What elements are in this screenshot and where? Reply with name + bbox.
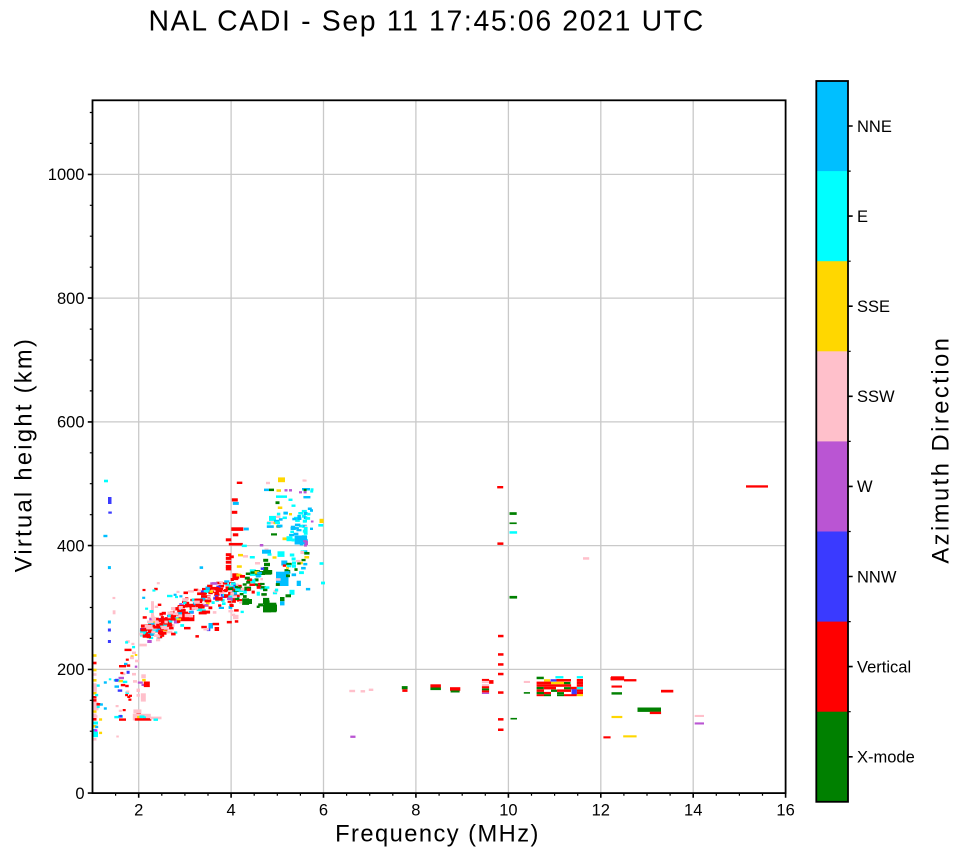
svg-text:NNE: NNE [857,118,892,136]
svg-text:14: 14 [684,802,702,820]
svg-text:4: 4 [227,802,236,820]
svg-text:1000: 1000 [48,166,85,184]
svg-text:10: 10 [499,802,517,820]
svg-text:6: 6 [319,802,328,820]
svg-text:12: 12 [592,802,610,820]
svg-text:X-mode: X-mode [857,749,915,767]
svg-text:SSE: SSE [857,298,890,316]
svg-text:Azimuth Direction: Azimuth Direction [929,336,955,564]
svg-text:0: 0 [75,785,84,803]
svg-text:2: 2 [134,802,143,820]
svg-text:NAL CADI - Sep 11 17:45:06 202: NAL CADI - Sep 11 17:45:06 2021 UTC [148,6,704,38]
svg-text:W: W [857,478,873,496]
svg-text:Virtual height (km): Virtual height (km) [11,337,37,572]
svg-text:E: E [857,208,868,226]
svg-text:Frequency (MHz): Frequency (MHz) [335,821,540,847]
svg-text:16: 16 [776,802,794,820]
svg-text:SSW: SSW [857,388,895,406]
svg-text:400: 400 [57,537,85,555]
svg-text:800: 800 [57,290,85,308]
svg-text:200: 200 [57,661,85,679]
svg-text:600: 600 [57,414,85,432]
svg-text:NNW: NNW [857,568,897,586]
svg-text:Vertical: Vertical [857,658,911,676]
svg-text:8: 8 [411,802,420,820]
